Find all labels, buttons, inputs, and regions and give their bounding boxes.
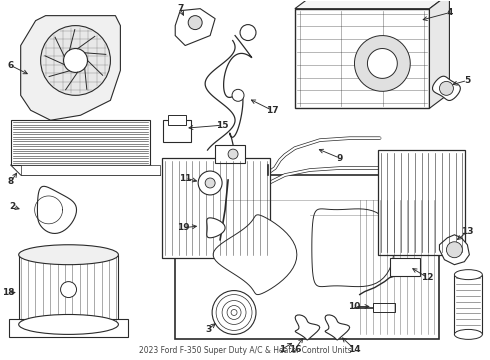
Text: 14: 14 [348, 345, 361, 354]
Polygon shape [312, 209, 394, 287]
Text: 1: 1 [279, 345, 285, 354]
Ellipse shape [454, 329, 482, 339]
Circle shape [205, 178, 215, 188]
Text: 8: 8 [7, 177, 14, 186]
Text: 2: 2 [10, 202, 16, 211]
Bar [163, 120, 191, 142]
Circle shape [212, 291, 256, 334]
Text: 17: 17 [266, 106, 278, 115]
Text: 9: 9 [337, 154, 343, 163]
Polygon shape [440, 235, 469, 265]
Circle shape [41, 26, 110, 95]
Bar [19, 255, 119, 324]
Bar [9, 319, 128, 337]
Polygon shape [21, 15, 121, 120]
Bar [168, 115, 186, 125]
Text: 5: 5 [464, 76, 470, 85]
Circle shape [231, 310, 237, 315]
Circle shape [446, 242, 463, 258]
Circle shape [440, 81, 453, 95]
Polygon shape [37, 186, 76, 234]
Polygon shape [354, 36, 410, 91]
Circle shape [216, 294, 252, 330]
Polygon shape [325, 315, 350, 340]
Text: 4: 4 [446, 8, 453, 17]
Polygon shape [368, 49, 397, 78]
Ellipse shape [19, 245, 119, 265]
Polygon shape [295, 0, 449, 9]
Bar [162, 158, 270, 258]
Circle shape [198, 171, 222, 195]
Bar [373, 302, 394, 312]
Polygon shape [295, 315, 320, 340]
Ellipse shape [454, 270, 482, 280]
Bar [390, 258, 419, 276]
Text: 19: 19 [177, 223, 190, 232]
Circle shape [188, 15, 202, 30]
Text: 16: 16 [289, 345, 301, 354]
Text: 3: 3 [205, 325, 211, 334]
Circle shape [227, 306, 241, 319]
Bar [295, 9, 429, 108]
Bar [11, 120, 150, 165]
Text: 10: 10 [348, 302, 361, 311]
Polygon shape [175, 9, 215, 45]
Text: 2023 Ford F-350 Super Duty A/C & Heater Control Units: 2023 Ford F-350 Super Duty A/C & Heater … [139, 346, 351, 355]
Circle shape [222, 301, 246, 324]
Text: 18: 18 [2, 288, 15, 297]
Text: 15: 15 [216, 121, 228, 130]
Text: 6: 6 [7, 61, 14, 70]
Circle shape [228, 149, 238, 159]
Bar [378, 150, 466, 255]
Circle shape [240, 24, 256, 41]
Bar [215, 145, 245, 163]
Bar [21, 165, 160, 175]
Circle shape [64, 49, 88, 72]
Polygon shape [207, 218, 225, 238]
Circle shape [61, 282, 76, 298]
Polygon shape [429, 0, 449, 108]
Bar [454, 275, 482, 334]
Text: 13: 13 [461, 227, 474, 236]
Ellipse shape [19, 315, 119, 334]
Polygon shape [213, 215, 297, 294]
Bar [175, 175, 440, 339]
Polygon shape [433, 76, 461, 100]
Circle shape [232, 89, 244, 101]
Text: 11: 11 [179, 174, 192, 183]
Text: 7: 7 [177, 4, 183, 13]
Text: 12: 12 [421, 273, 434, 282]
